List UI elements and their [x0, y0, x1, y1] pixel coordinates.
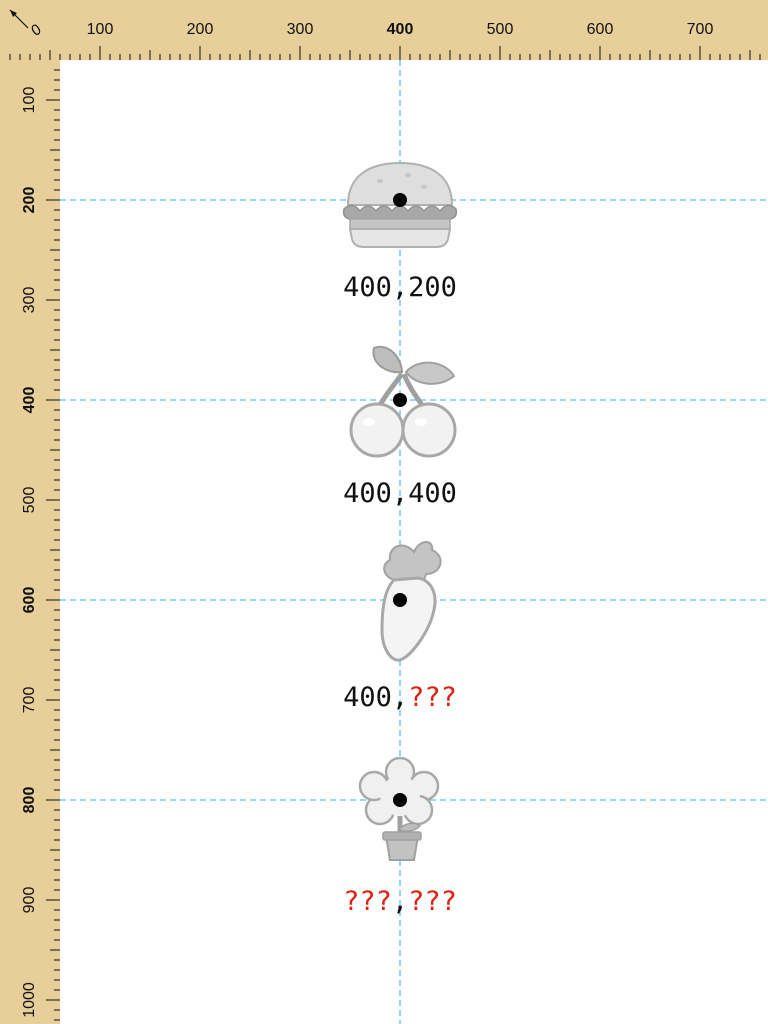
coordinate-separator: ,: [392, 272, 408, 303]
coordinate-label: 400,400: [343, 478, 457, 509]
coordinate-y: 200: [408, 272, 457, 303]
coordinate-y: ???: [408, 682, 457, 713]
top-ruler-label: 700: [687, 21, 714, 38]
coordinate-x: ???: [343, 886, 392, 917]
coordinate-label: 400,200: [343, 272, 457, 303]
coordinate-x: 400: [343, 682, 392, 713]
top-ruler-ticks: 100 200 300 400 500 600 700: [9, 21, 761, 60]
coordinate-separator: ,: [392, 478, 408, 509]
left-ruler-label: 900: [21, 887, 38, 914]
coordinate-y: 400: [408, 478, 457, 509]
left-ruler-label: 200: [21, 187, 38, 214]
flower-pot-icon: [358, 756, 440, 861]
top-ruler-label: 600: [587, 21, 614, 38]
left-ruler-label: 700: [21, 687, 38, 714]
center-dot: [393, 793, 407, 807]
left-ruler-label: 800: [21, 787, 38, 814]
center-dot: [393, 193, 407, 207]
cherries-icon: [349, 345, 457, 458]
left-ruler-label: 500: [21, 487, 38, 514]
coordinate-y: ???: [408, 886, 457, 917]
left-ruler-label: 300: [21, 287, 38, 314]
center-dot: [393, 393, 407, 407]
left-ruler-label: 100: [21, 87, 38, 114]
coordinate-label: 400,???: [343, 682, 457, 713]
top-ruler-label: 400: [387, 21, 414, 38]
top-ruler-label: 100: [87, 21, 114, 38]
left-ruler-ticks: 100 200 300 400 500 600 700 800 900 1000: [21, 69, 60, 1021]
left-ruler-label: 600: [21, 587, 38, 614]
coordinate-x: 400: [343, 272, 392, 303]
top-ruler: [0, 0, 768, 60]
coordinate-x: 400: [343, 478, 392, 509]
center-dots: [393, 193, 407, 807]
left-ruler-label: 1000: [21, 982, 38, 1018]
coordinate-separator: ,: [392, 886, 408, 917]
left-ruler: [0, 0, 60, 1024]
coordinate-label: ???,???: [343, 886, 457, 917]
top-ruler-label: 200: [187, 21, 214, 38]
top-ruler-label: 300: [287, 21, 314, 38]
top-ruler-label: 500: [487, 21, 514, 38]
carrot-icon: [380, 541, 442, 662]
coordinate-separator: ,: [392, 682, 408, 713]
hamburger-icon: [342, 161, 458, 248]
left-ruler-label: 400: [21, 387, 38, 414]
center-dot: [393, 593, 407, 607]
